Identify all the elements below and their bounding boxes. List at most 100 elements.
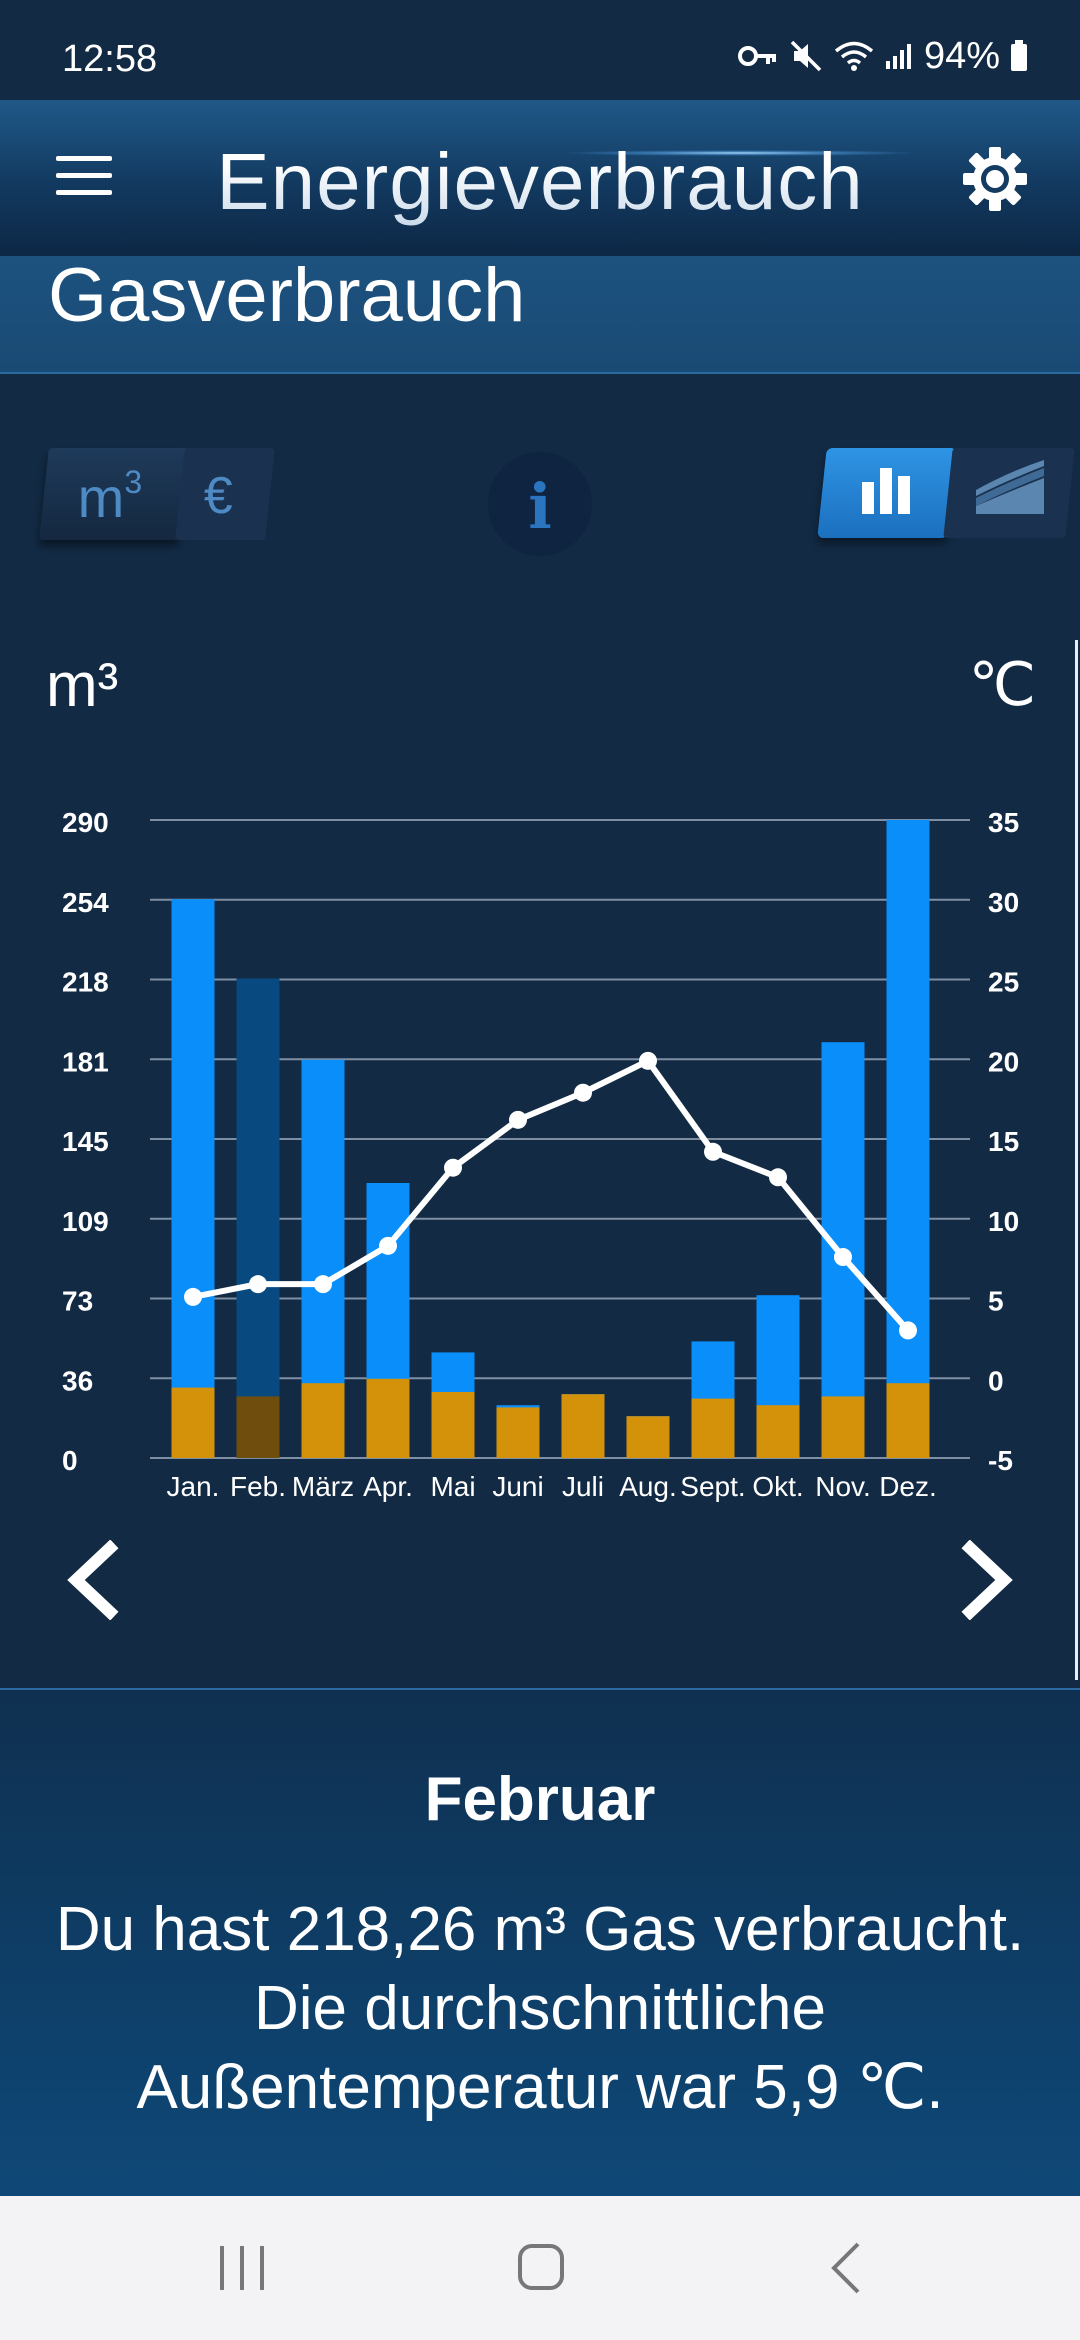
y-tick-label: 254 <box>62 887 109 918</box>
right-axis-unit: ℃ <box>968 651 1036 718</box>
x-tick-label: Apr. <box>363 1471 413 1502</box>
wifi-icon <box>834 40 874 72</box>
chart-left-ticks: 290 254 218 181 145 109 73 36 0 <box>62 807 109 1476</box>
bar-base[interactable] <box>561 1394 605 1458</box>
bar-base[interactable] <box>756 1405 800 1458</box>
temperature-point <box>574 1083 592 1102</box>
temperature-point <box>899 1321 917 1340</box>
area-chart-view-button[interactable] <box>943 448 1075 538</box>
y2-tick-label: 25 <box>988 967 1019 998</box>
android-navigation-bar <box>0 2196 1080 2340</box>
temperature-point <box>249 1275 267 1294</box>
bar-total[interactable] <box>171 899 215 1458</box>
bar-base[interactable] <box>236 1396 280 1458</box>
unit-euro-label: € <box>203 467 233 525</box>
header-glow <box>560 150 920 156</box>
bar-base[interactable] <box>626 1416 670 1458</box>
bar-total[interactable] <box>236 978 280 1458</box>
status-icons: 94% <box>737 35 1028 77</box>
y-tick-label: 290 <box>62 807 109 838</box>
summary-line-2: Die durchschnittliche <box>253 1974 827 2043</box>
bar-base[interactable] <box>691 1398 735 1458</box>
summary-line-3: Außentemperatur war 5,9 ℃. <box>136 2053 944 2122</box>
x-tick-label: Feb. <box>230 1471 286 1502</box>
y2-tick-label: 30 <box>988 887 1019 918</box>
chart-temperature-line <box>184 1051 917 1340</box>
temperature-point <box>639 1051 657 1070</box>
back-icon[interactable] <box>806 2236 886 2300</box>
y-tick-label: 218 <box>62 967 109 998</box>
temperature-point <box>379 1236 397 1255</box>
hamburger-menu-icon[interactable] <box>56 156 112 196</box>
x-tick-label: Sept. <box>680 1471 745 1502</box>
app-header <box>0 100 1080 256</box>
x-tick-label: Jan. <box>167 1471 220 1502</box>
chart-right-ticks: 35 30 25 20 15 10 5 0 -5 <box>988 807 1019 1476</box>
y2-tick-label: 10 <box>988 1206 1019 1237</box>
y-tick-label: 0 <box>62 1445 78 1476</box>
x-tick-label: Aug. <box>619 1471 677 1502</box>
y2-tick-label: 20 <box>988 1046 1019 1077</box>
temperature-point <box>704 1142 722 1161</box>
chevron-left-icon[interactable] <box>62 1539 122 1621</box>
home-icon[interactable] <box>500 2236 580 2300</box>
section-bar <box>0 256 1080 374</box>
y2-tick-label: 35 <box>988 807 1019 838</box>
scroll-edge-indicator <box>1075 640 1078 1680</box>
bar-base[interactable] <box>301 1383 345 1458</box>
bar-chart-icon <box>862 468 910 514</box>
info-icon: i <box>528 470 552 543</box>
unit-m3-button[interactable]: m3 <box>39 448 189 540</box>
y-tick-label: 73 <box>62 1286 93 1317</box>
area-chart-icon <box>976 460 1044 514</box>
temperature-point <box>444 1158 462 1177</box>
y2-tick-label: 5 <box>988 1286 1004 1317</box>
temperature-point <box>184 1287 202 1306</box>
bar-base[interactable] <box>171 1387 215 1458</box>
unit-toggle: m3 € <box>39 448 275 540</box>
consumption-summary: Du hast 218,26 m³ Gas verbraucht. Die du… <box>0 1890 1080 2127</box>
bar-base[interactable] <box>366 1378 410 1458</box>
x-tick-label: Mai <box>430 1471 475 1502</box>
x-tick-label: Okt. <box>752 1471 803 1502</box>
y-tick-label: 109 <box>62 1206 109 1237</box>
temperature-point <box>834 1248 852 1267</box>
bar-base[interactable] <box>431 1392 475 1458</box>
bar-chart-view-button[interactable] <box>817 448 957 538</box>
temperature-point <box>509 1110 527 1129</box>
section-title: Gasverbrauch <box>48 253 526 338</box>
selected-month-title: Februar <box>424 1765 656 1834</box>
recent-apps-icon[interactable] <box>202 2236 282 2300</box>
x-tick-label: Dez. <box>879 1471 937 1502</box>
mute-icon <box>788 38 824 74</box>
temperature-line <box>192 1057 911 1333</box>
gas-consumption-chart: 290 254 218 181 145 109 73 36 0 35 30 25 20 15 10 5 0 -5… <box>62 807 1019 1502</box>
info-button[interactable]: i <box>488 452 592 556</box>
status-bar: 12:58 94% <box>0 0 1080 100</box>
y2-tick-label: -5 <box>988 1445 1013 1476</box>
y2-tick-label: 15 <box>988 1126 1019 1157</box>
status-time: 12:58 <box>62 38 158 80</box>
x-tick-label: Nov. <box>815 1471 871 1502</box>
detail-panel <box>0 1688 1080 2196</box>
unit-euro-button[interactable]: € <box>175 448 275 540</box>
x-tick-label: Juni <box>492 1471 543 1502</box>
battery-icon <box>1010 40 1028 72</box>
bar-total[interactable] <box>886 820 930 1458</box>
left-axis-unit: m³ <box>46 651 119 720</box>
bar-base[interactable] <box>496 1407 540 1458</box>
gear-icon[interactable] <box>960 144 1030 214</box>
y2-tick-label: 0 <box>988 1365 1004 1396</box>
chart-month-labels: Jan. Feb. März Apr. Mai Juni Juli Aug. Sept. Okt.… <box>167 1471 937 1502</box>
temperature-point <box>314 1275 332 1294</box>
y-tick-label: 145 <box>62 1126 109 1157</box>
vpn-key-icon <box>737 42 778 70</box>
y-tick-label: 181 <box>62 1046 109 1077</box>
unit-m3-superscript: 3 <box>124 464 143 500</box>
bar-base[interactable] <box>821 1396 865 1458</box>
y-tick-label: 36 <box>62 1365 93 1396</box>
bar-base[interactable] <box>886 1383 930 1458</box>
chart-bars <box>171 820 930 1458</box>
chevron-right-icon[interactable] <box>958 1539 1018 1621</box>
unit-m3-label: m <box>77 466 125 529</box>
